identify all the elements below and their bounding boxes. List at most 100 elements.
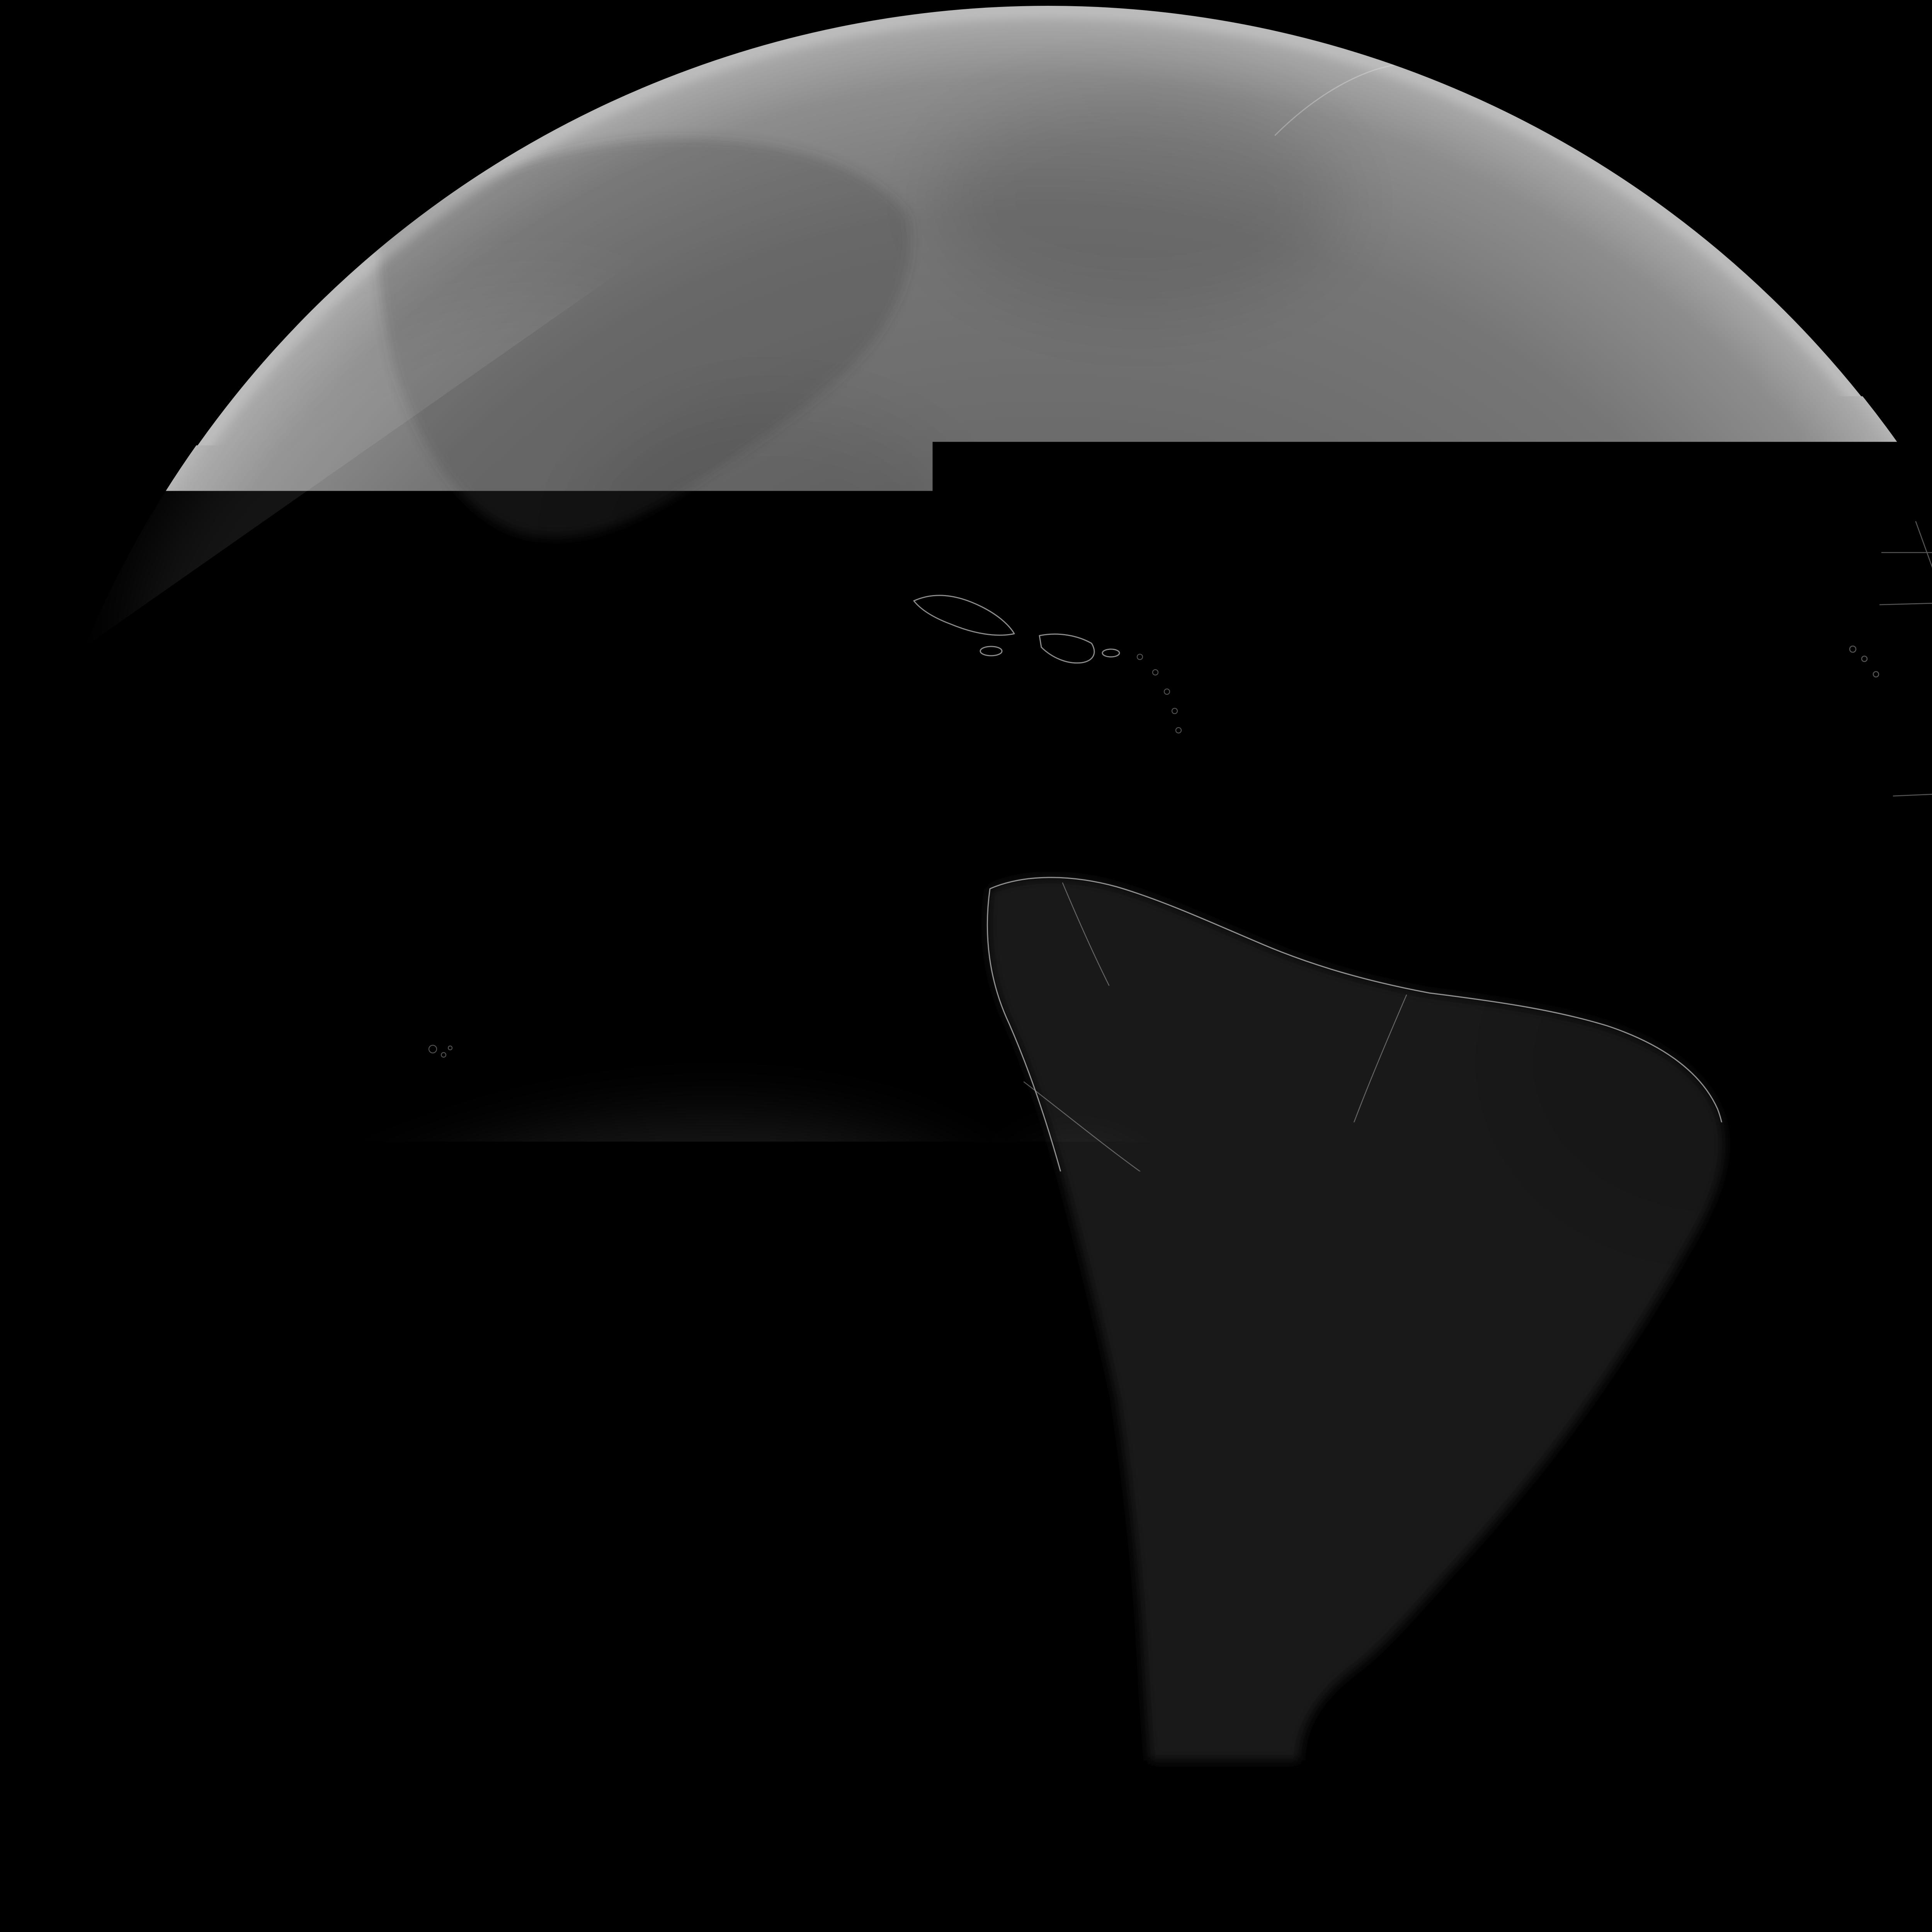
convection-ring-cyan <box>498 402 507 410</box>
satellite-image-stage <box>0 0 1932 1932</box>
convection-cell <box>1387 424 1408 441</box>
convection-ring-cyan <box>1901 971 1909 977</box>
convection-ring-green <box>1104 1294 1116 1302</box>
convection-cell <box>1036 621 1049 632</box>
convection-cell <box>1082 687 1105 704</box>
convection-ring-orange <box>990 846 997 854</box>
convection-cell <box>189 899 213 917</box>
convection-cell <box>950 954 972 974</box>
convection-cell <box>976 829 1011 871</box>
convection-ring-cyan <box>1473 1156 1480 1162</box>
convection-cell <box>1816 829 1843 848</box>
convection-cell <box>1166 1138 1193 1161</box>
convection-ring-green <box>1288 941 1297 948</box>
convection-cell <box>667 153 686 167</box>
convection-ring-green <box>1200 1007 1213 1018</box>
convection-cell <box>1116 1522 1127 1539</box>
convection-ring-orange <box>1927 848 1931 852</box>
convection-cell <box>1057 723 1076 737</box>
convection-cell <box>947 128 970 143</box>
convection-ring-yellow <box>1177 1147 1182 1152</box>
convection-cell <box>109 889 136 911</box>
convection-ring-cyan <box>1877 940 1886 946</box>
convection-cell <box>1426 1108 1449 1125</box>
convection-ring-green <box>1027 915 1032 920</box>
convection-cell <box>883 922 937 964</box>
convection-cell <box>948 1046 967 1063</box>
convection-ring-orange <box>1779 915 1787 924</box>
convection-ring-green <box>285 925 295 933</box>
convection-cell <box>1362 408 1389 430</box>
convection-ring-orange <box>207 1451 213 1458</box>
convection-ring-yellow <box>188 1402 192 1409</box>
convection-cell <box>1098 1290 1121 1307</box>
convection-ring-green <box>1415 536 1429 547</box>
convection-ring-green <box>1306 504 1321 524</box>
convection-ring-yellow <box>1923 832 1929 837</box>
convection-cell <box>1870 935 1893 951</box>
convection-ring-cyan <box>752 988 755 991</box>
convection-cell <box>180 1389 201 1422</box>
convection-cell <box>157 878 177 893</box>
convection-ring-orange <box>1774 870 1782 876</box>
convection-ring-cyan <box>1779 801 1791 806</box>
convection-ring-green <box>970 986 977 992</box>
convection-cell <box>1662 1177 1685 1204</box>
convection-ring-cyan <box>344 1690 352 1695</box>
convection-cell <box>1808 896 1866 939</box>
convection-cell <box>491 396 514 415</box>
convection-cell <box>1434 558 1458 577</box>
convection-ring-cyan <box>312 1658 321 1665</box>
convection-ring-maroon <box>908 941 913 945</box>
convection-ring-green <box>1876 1039 1889 1048</box>
convection-cell <box>1125 1492 1139 1515</box>
convection-ring-yellow <box>199 906 203 910</box>
earth-full-disk-satellite-image <box>0 0 1932 1932</box>
convection-ring-green <box>1658 1233 1666 1240</box>
convection-cell <box>1702 856 1721 870</box>
convection-ring-cyan <box>782 937 786 940</box>
convection-cell <box>1170 1492 1212 1503</box>
convection-ring-cyan <box>1423 420 1436 430</box>
convection-ring-orange <box>1794 886 1801 891</box>
convection-cell <box>240 903 263 921</box>
convection-ring-yellow <box>112 811 119 816</box>
convection-ring-green <box>131 831 142 840</box>
convection-ring-orange <box>1167 1040 1175 1047</box>
convection-ring-cyan <box>1182 1495 1199 1500</box>
convection-cell <box>1770 798 1801 810</box>
convection-cell <box>1193 1001 1220 1024</box>
convection-ring-yellow <box>120 898 125 902</box>
convection-cell <box>1148 1024 1194 1063</box>
convection-cell <box>1009 1007 1032 1022</box>
convection-ring-green <box>211 1487 222 1496</box>
convection-ring-yellow <box>959 962 963 966</box>
convection-ring-orange <box>1827 837 1832 840</box>
convection-cell <box>1678 1269 1693 1281</box>
convection-ring-maroon <box>959 907 965 913</box>
convection-cell <box>780 935 789 943</box>
convection-cell <box>338 1685 357 1699</box>
convection-cell <box>1009 855 1043 876</box>
convection-cell <box>1458 571 1479 588</box>
convection-cell <box>1414 413 1445 437</box>
convection-cell <box>1136 1099 1168 1126</box>
convection-cell <box>305 1654 328 1669</box>
convection-ring-green <box>1682 1272 1689 1278</box>
convection-ring-cyan <box>1708 860 1716 866</box>
convection-cell <box>205 1482 228 1501</box>
convection-ring-yellow <box>223 1468 229 1473</box>
convection-ring-yellow <box>1018 1013 1022 1016</box>
convection-cell <box>1677 1306 1686 1314</box>
convection-cell <box>1869 1034 1896 1053</box>
convection-cell <box>966 982 981 996</box>
convection-ring-cyan <box>1116 1053 1125 1065</box>
convection-ring-cyan <box>954 132 963 138</box>
convection-ring-yellow <box>1373 417 1378 421</box>
convection-cell <box>1067 672 1089 688</box>
convection-ring-cyan <box>1019 861 1033 870</box>
convection-ring-green <box>1048 1012 1054 1017</box>
convection-cell <box>1654 1230 1671 1243</box>
convection-ring-orange <box>914 847 925 854</box>
convection-ring-green <box>1131 1013 1149 1027</box>
